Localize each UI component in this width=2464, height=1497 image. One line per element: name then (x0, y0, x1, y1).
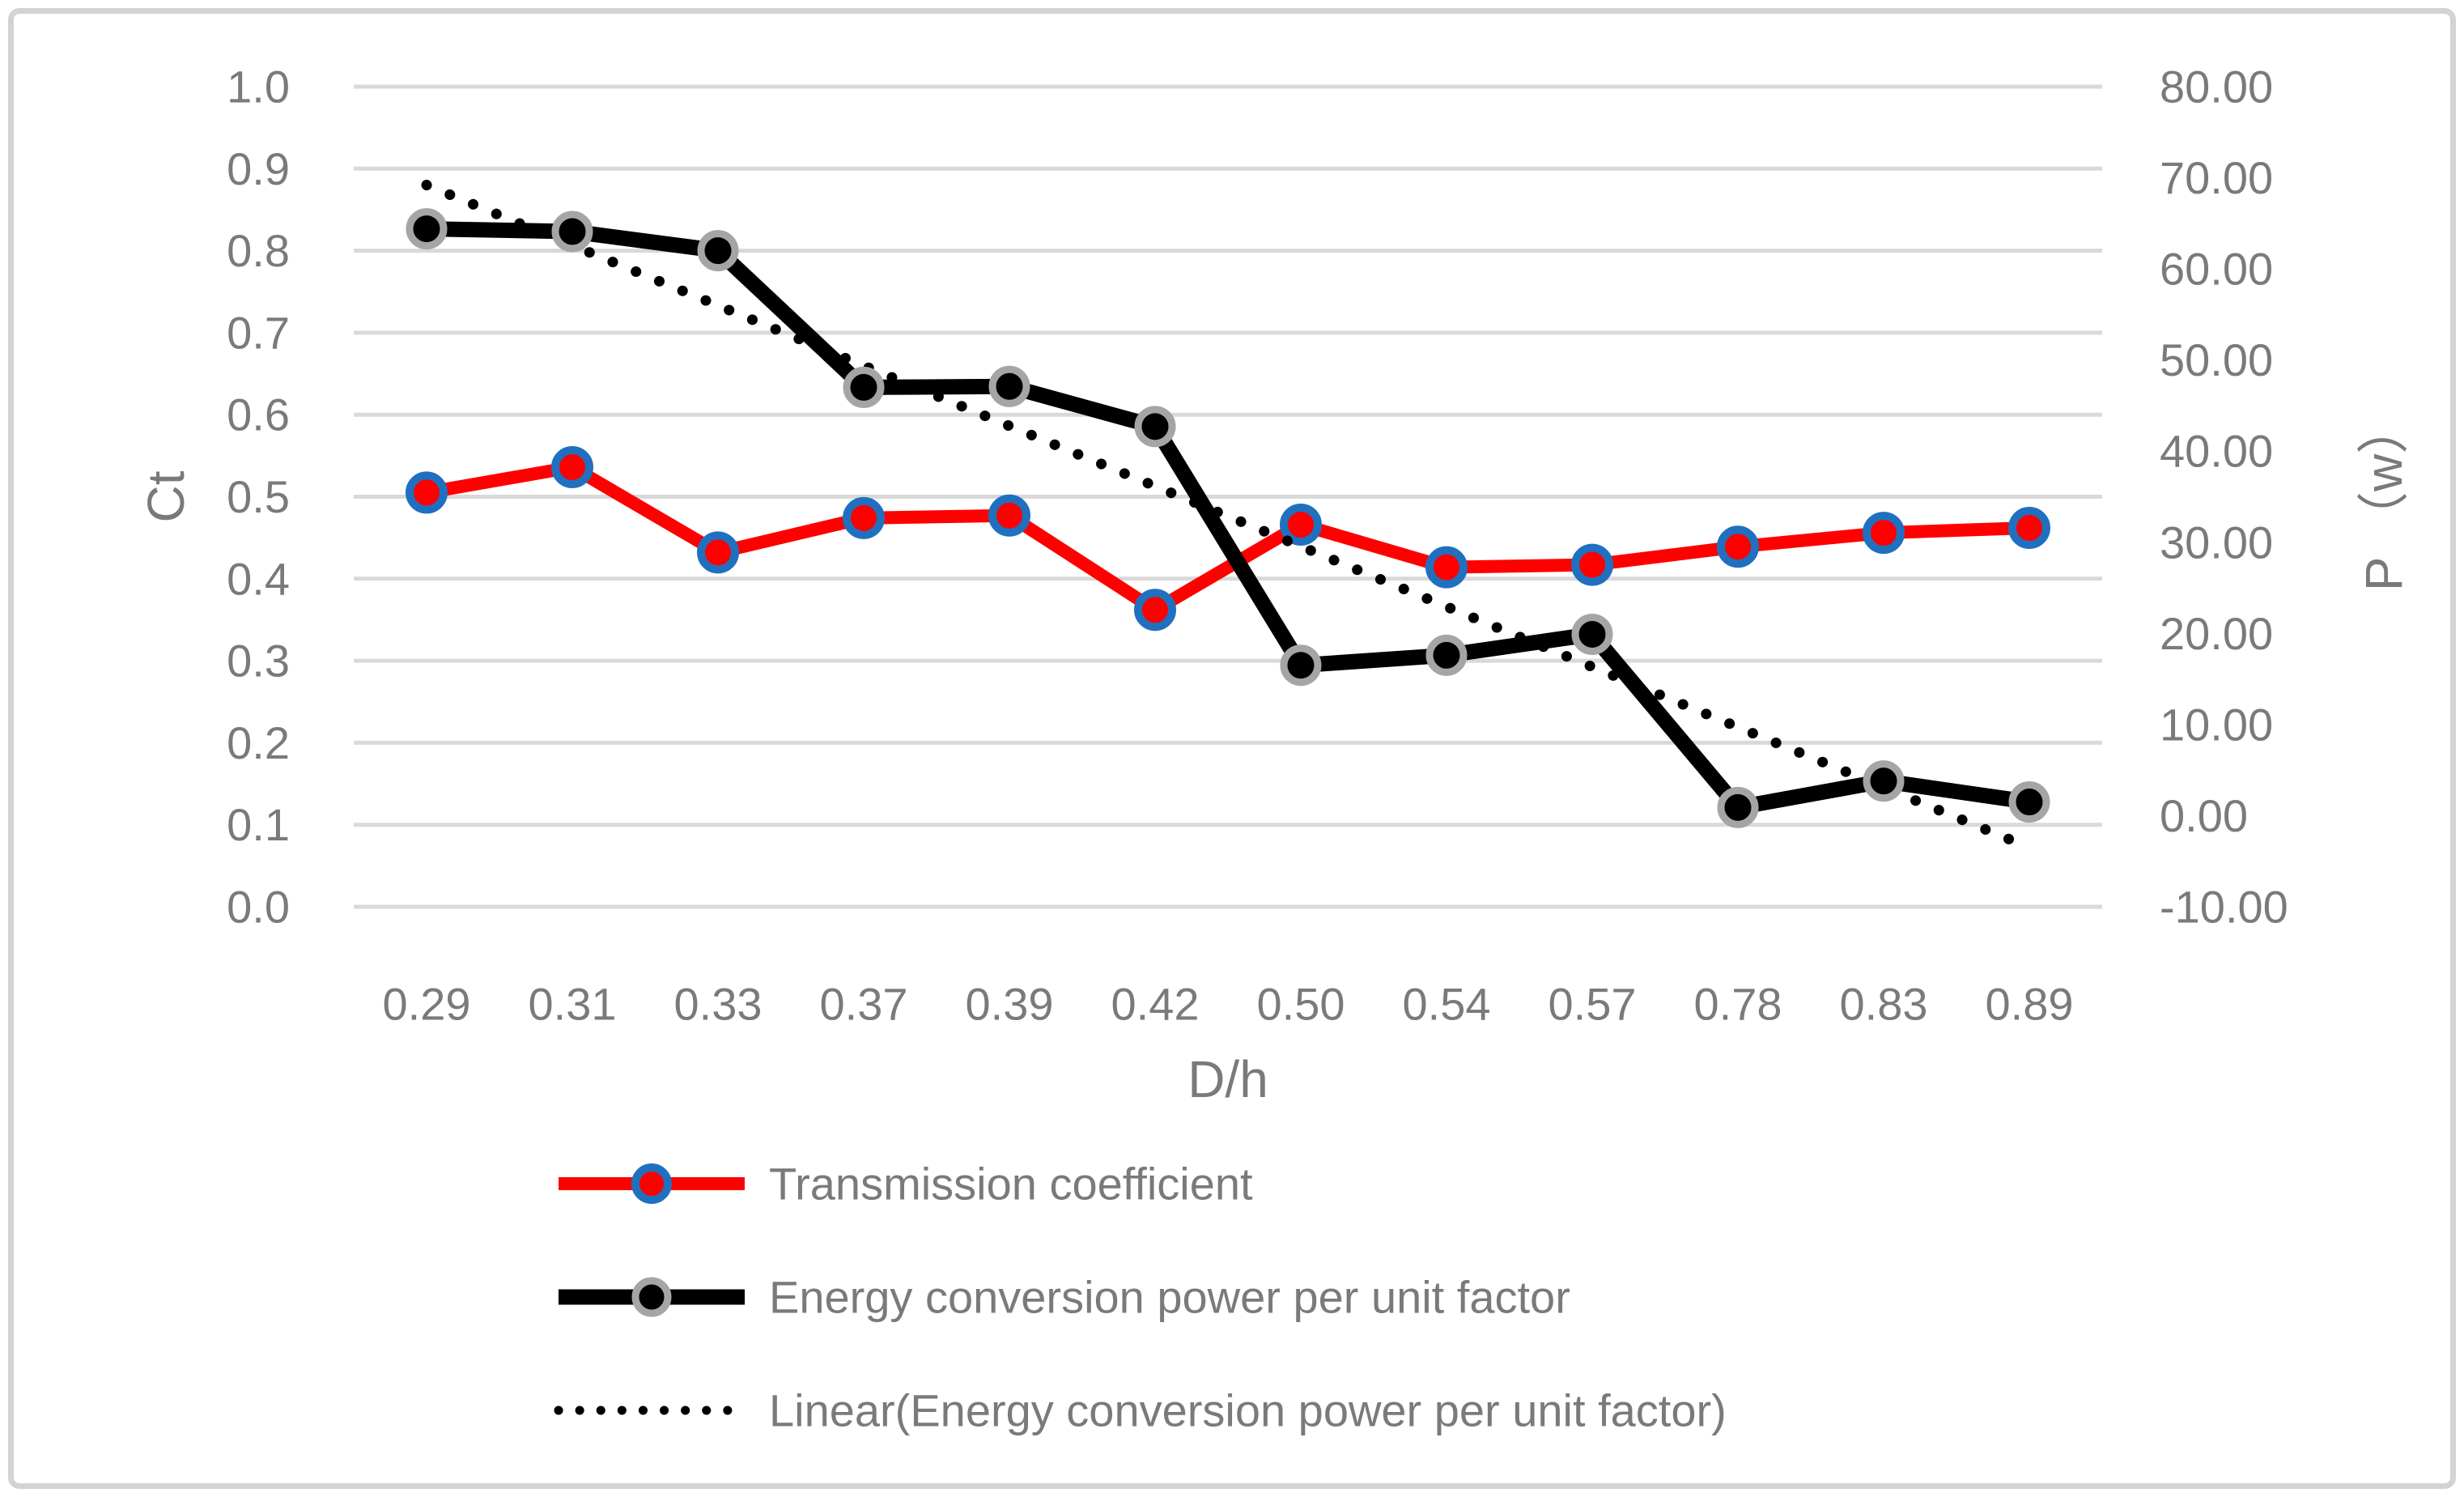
marker-energy-conversion-power (406, 208, 448, 250)
series-line-transmission-coefficient (425, 461, 2030, 617)
left-axis-tick-label: 0.8 (227, 225, 290, 276)
x-axis-title: D/h (1187, 1050, 1268, 1108)
left-axis-tick-label: 0.3 (227, 636, 290, 687)
marker-transmission-coefficient (1863, 512, 1905, 555)
left-axis-title: Ct (137, 470, 195, 522)
legend-swatch-marker (631, 1163, 672, 1204)
right-axis-tick-label: 80.00 (2160, 62, 2273, 113)
marker-transmission-coefficient (1717, 525, 1759, 568)
marker-transmission-coefficient (406, 471, 448, 514)
marker-transmission-coefficient (1571, 543, 1613, 586)
x-axis-tick-label: 0.42 (1111, 979, 1200, 1030)
right-axis-tick-label: -10.00 (2160, 882, 2288, 933)
left-axis-tick-label: 0.6 (227, 389, 290, 440)
x-axis-tick-label: 0.39 (966, 979, 1054, 1030)
marker-transmission-coefficient (2008, 506, 2050, 549)
right-axis-tick-label: 30.00 (2160, 517, 2273, 568)
right-axis-tick-label: 20.00 (2160, 608, 2273, 659)
left-axis-tick-label: 0.2 (227, 717, 290, 768)
left-axis-tick-label: 0.0 (227, 882, 290, 933)
marker-energy-conversion-power (1717, 786, 1759, 828)
x-axis-tick-label: 0.50 (1257, 979, 1345, 1030)
legend-swatch-marker (631, 1277, 672, 1317)
marker-transmission-coefficient (843, 496, 885, 539)
x-axis-tick-label: 0.57 (1548, 979, 1637, 1030)
right-axis-title: P （w） (2355, 402, 2413, 592)
left-axis-tick-label: 0.9 (227, 143, 290, 194)
left-axis-tick-label: 0.5 (227, 471, 290, 522)
x-axis-tick-label: 0.89 (1986, 979, 2074, 1030)
x-axis-tick-label: 0.78 (1694, 979, 1782, 1030)
marker-energy-conversion-power (1134, 406, 1176, 448)
right-axis-tick-label: 70.00 (2160, 152, 2273, 203)
marker-energy-conversion-power (1863, 760, 1905, 802)
x-axis-tick-label: 0.33 (674, 979, 763, 1030)
right-axis-tick-label: 40.00 (2160, 426, 2273, 477)
right-axis-tick-label: 60.00 (2160, 244, 2273, 295)
x-axis-tick-label: 0.31 (529, 979, 617, 1030)
marker-energy-conversion-power (2008, 781, 2050, 823)
marker-energy-conversion-power (988, 365, 1030, 407)
marker-transmission-coefficient (1134, 589, 1176, 632)
marker-energy-conversion-power (1571, 613, 1613, 655)
figure-border (8, 8, 2456, 1489)
legend-label: Transmission coefficient (769, 1159, 1253, 1210)
marker-energy-conversion-power (1425, 634, 1468, 676)
x-axis-tick-label: 0.29 (383, 979, 471, 1030)
x-axis-tick-label: 0.83 (1840, 979, 1928, 1030)
x-axis-tick-label: 0.37 (820, 979, 908, 1030)
legend-label: Linear(Energy conversion power per unit … (769, 1385, 1727, 1436)
legend-label: Energy conversion power per unit factor (769, 1272, 1570, 1323)
left-axis-tick-label: 1.0 (227, 62, 290, 113)
left-axis-tick-label: 0.1 (227, 799, 290, 850)
marker-energy-conversion-power (697, 230, 739, 272)
marker-transmission-coefficient (697, 531, 739, 574)
series-line-energy-conversion-power (426, 221, 2031, 815)
marker-transmission-coefficient (551, 446, 593, 489)
marker-energy-conversion-power (551, 211, 593, 253)
marker-transmission-coefficient (1425, 546, 1468, 589)
left-axis-tick-label: 0.4 (227, 553, 290, 604)
left-axis-tick-label: 0.7 (227, 307, 290, 358)
marker-transmission-coefficient (1280, 503, 1322, 546)
right-axis-tick-label: 10.00 (2160, 699, 2273, 750)
right-axis-tick-label: 0.00 (2160, 790, 2248, 841)
marker-energy-conversion-power (1280, 644, 1322, 687)
marker-transmission-coefficient (988, 494, 1030, 537)
marker-energy-conversion-power (843, 366, 885, 408)
x-axis-tick-label: 0.54 (1403, 979, 1491, 1030)
right-axis-tick-label: 50.00 (2160, 334, 2273, 385)
